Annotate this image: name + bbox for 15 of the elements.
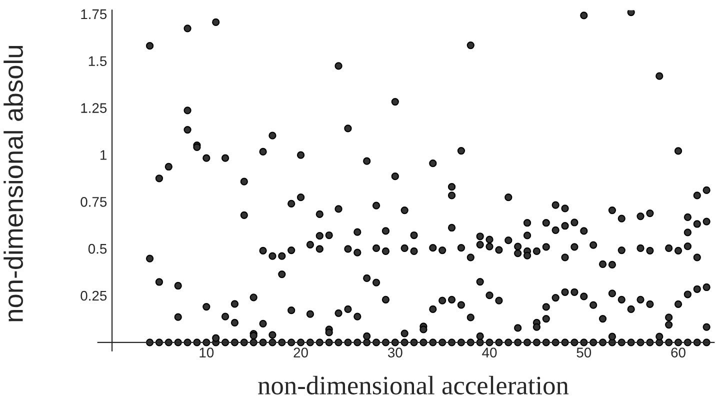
x-tick-label: 20 [294,348,308,358]
y-tick-label: 0.5 [88,244,107,254]
y-tick-label: 1 [100,150,106,160]
y-axis-title: non-dimensional absolu [4,46,24,322]
x-tick-label: 50 [576,348,592,358]
y-tick-label: 1.75 [81,9,107,20]
y-tick-label: 1.25 [81,103,107,113]
y-tick-label: 1.5 [88,56,107,66]
x-tick-label: 60 [671,348,686,358]
y-tick-label: 0.25 [80,290,107,301]
x-tick-label: 40 [482,348,497,358]
x-tick-label: 10 [200,348,214,358]
x-tick-label: 30 [388,348,402,358]
x-axis-title: non-dimensional acceleration [258,376,569,394]
y-tick-label: 0.75 [80,196,107,207]
